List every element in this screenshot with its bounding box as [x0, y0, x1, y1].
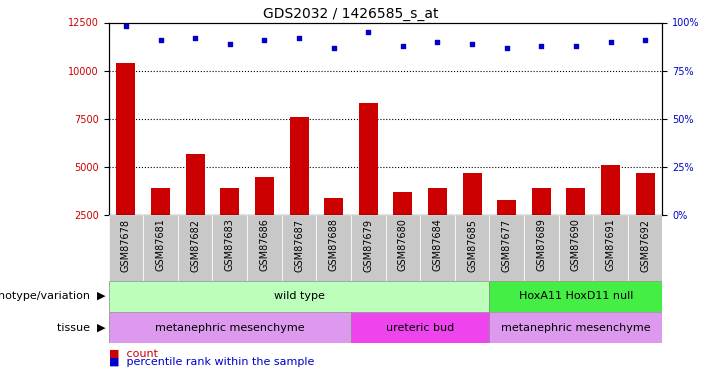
Text: ■  count: ■ count	[109, 348, 158, 358]
Text: GSM87684: GSM87684	[433, 219, 442, 272]
Bar	[420, 215, 455, 281]
Text: GSM87678: GSM87678	[121, 219, 131, 272]
Text: tissue  ▶: tissue ▶	[57, 322, 105, 333]
Bar	[282, 215, 316, 281]
Text: GSM87687: GSM87687	[294, 219, 304, 272]
Point	[639, 37, 651, 43]
Bar	[109, 312, 351, 343]
Text: GSM87692: GSM87692	[640, 219, 650, 272]
Bar	[489, 312, 662, 343]
Point	[121, 23, 132, 29]
Bar	[497, 200, 516, 263]
Bar	[566, 188, 585, 263]
Bar	[324, 198, 343, 263]
Point	[605, 39, 616, 45]
Text: GSM87688: GSM87688	[329, 219, 339, 272]
Bar	[393, 192, 412, 263]
Bar	[524, 215, 559, 281]
Text: GSM87680: GSM87680	[398, 219, 408, 272]
Point	[432, 39, 443, 45]
Bar	[316, 215, 351, 281]
Point	[224, 41, 236, 47]
Bar	[151, 188, 170, 263]
Text: metanephric mesenchyme: metanephric mesenchyme	[155, 322, 305, 333]
Bar	[489, 281, 662, 312]
Point	[189, 35, 200, 41]
Point	[536, 43, 547, 49]
Point	[294, 35, 305, 41]
Text: GSM87677: GSM87677	[502, 219, 512, 272]
Bar	[116, 63, 135, 263]
Text: HoxA11 HoxD11 null: HoxA11 HoxD11 null	[519, 291, 633, 302]
Bar	[455, 215, 489, 281]
Bar	[143, 215, 178, 281]
Bar	[463, 173, 482, 263]
Point	[259, 37, 270, 43]
Point	[571, 43, 582, 49]
Bar	[601, 165, 620, 263]
Text: ureteric bud: ureteric bud	[386, 322, 454, 333]
Bar	[386, 215, 420, 281]
Text: GSM87683: GSM87683	[225, 219, 235, 272]
Point	[501, 45, 512, 51]
Bar	[359, 104, 378, 263]
Bar	[559, 215, 593, 281]
Bar	[351, 215, 386, 281]
Bar	[109, 281, 489, 312]
Bar	[351, 312, 489, 343]
Point	[397, 43, 409, 49]
Text: GSM87679: GSM87679	[363, 219, 373, 272]
Text: GSM87682: GSM87682	[190, 219, 200, 272]
Bar	[109, 215, 143, 281]
Text: ■  percentile rank within the sample: ■ percentile rank within the sample	[109, 357, 314, 368]
Bar	[428, 188, 447, 263]
Text: GSM87691: GSM87691	[606, 219, 615, 272]
Bar	[247, 215, 282, 281]
Text: GDS2032 / 1426585_s_at: GDS2032 / 1426585_s_at	[263, 7, 438, 21]
Text: GSM87686: GSM87686	[259, 219, 269, 272]
Text: metanephric mesenchyme: metanephric mesenchyme	[501, 322, 651, 333]
Bar	[186, 154, 205, 263]
Text: GSM87685: GSM87685	[467, 219, 477, 272]
Point	[155, 37, 166, 43]
Bar	[220, 188, 239, 263]
Text: genotype/variation  ▶: genotype/variation ▶	[0, 291, 105, 302]
Text: GSM87689: GSM87689	[536, 219, 546, 272]
Point	[362, 29, 374, 35]
Text: GSM87681: GSM87681	[156, 219, 165, 272]
Bar	[290, 117, 308, 263]
Point	[466, 41, 477, 47]
Bar	[636, 173, 655, 263]
Bar	[489, 215, 524, 281]
Text: GSM87690: GSM87690	[571, 219, 581, 272]
Bar	[255, 177, 274, 263]
Bar	[532, 188, 551, 263]
Bar	[593, 215, 628, 281]
Bar	[628, 215, 662, 281]
Bar	[212, 215, 247, 281]
Point	[328, 45, 339, 51]
Bar	[178, 215, 212, 281]
Text: wild type: wild type	[273, 291, 325, 302]
